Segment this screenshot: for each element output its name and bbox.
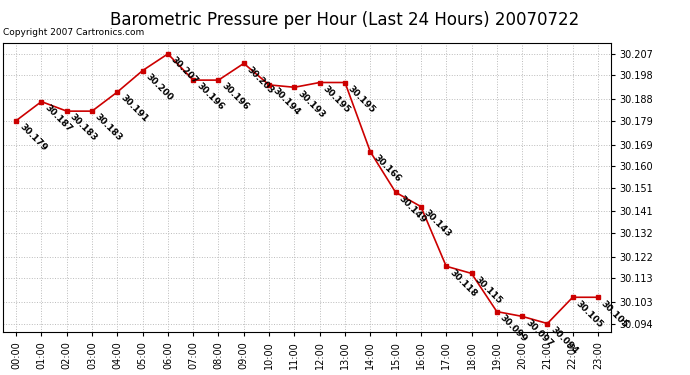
Text: 30.149: 30.149	[397, 194, 428, 225]
Text: 30.195: 30.195	[321, 84, 352, 115]
Text: 30.097: 30.097	[524, 318, 554, 349]
Text: 30.094: 30.094	[549, 325, 580, 356]
Text: 30.193: 30.193	[296, 88, 326, 120]
Text: 30.191: 30.191	[119, 93, 150, 124]
Text: 30.115: 30.115	[473, 275, 504, 306]
Text: 30.194: 30.194	[270, 86, 302, 117]
Text: 30.183: 30.183	[93, 112, 124, 143]
Text: 30.105: 30.105	[574, 298, 604, 329]
Text: 30.187: 30.187	[43, 103, 74, 134]
Text: 30.196: 30.196	[220, 81, 250, 112]
Text: 30.143: 30.143	[422, 208, 453, 239]
Text: 30.196: 30.196	[195, 81, 226, 112]
Text: 30.099: 30.099	[498, 313, 529, 344]
Text: 30.118: 30.118	[448, 268, 478, 298]
Text: 30.203: 30.203	[245, 65, 276, 96]
Text: 30.183: 30.183	[68, 112, 99, 143]
Text: 30.105: 30.105	[600, 298, 630, 329]
Text: Copyright 2007 Cartronics.com: Copyright 2007 Cartronics.com	[3, 28, 145, 38]
Text: 30.200: 30.200	[144, 72, 175, 102]
Text: 30.179: 30.179	[17, 122, 48, 153]
Text: 30.195: 30.195	[346, 84, 377, 115]
Text: Barometric Pressure per Hour (Last 24 Hours) 20070722: Barometric Pressure per Hour (Last 24 Ho…	[110, 11, 580, 29]
Text: 30.207: 30.207	[169, 55, 200, 86]
Text: 30.166: 30.166	[372, 153, 402, 184]
